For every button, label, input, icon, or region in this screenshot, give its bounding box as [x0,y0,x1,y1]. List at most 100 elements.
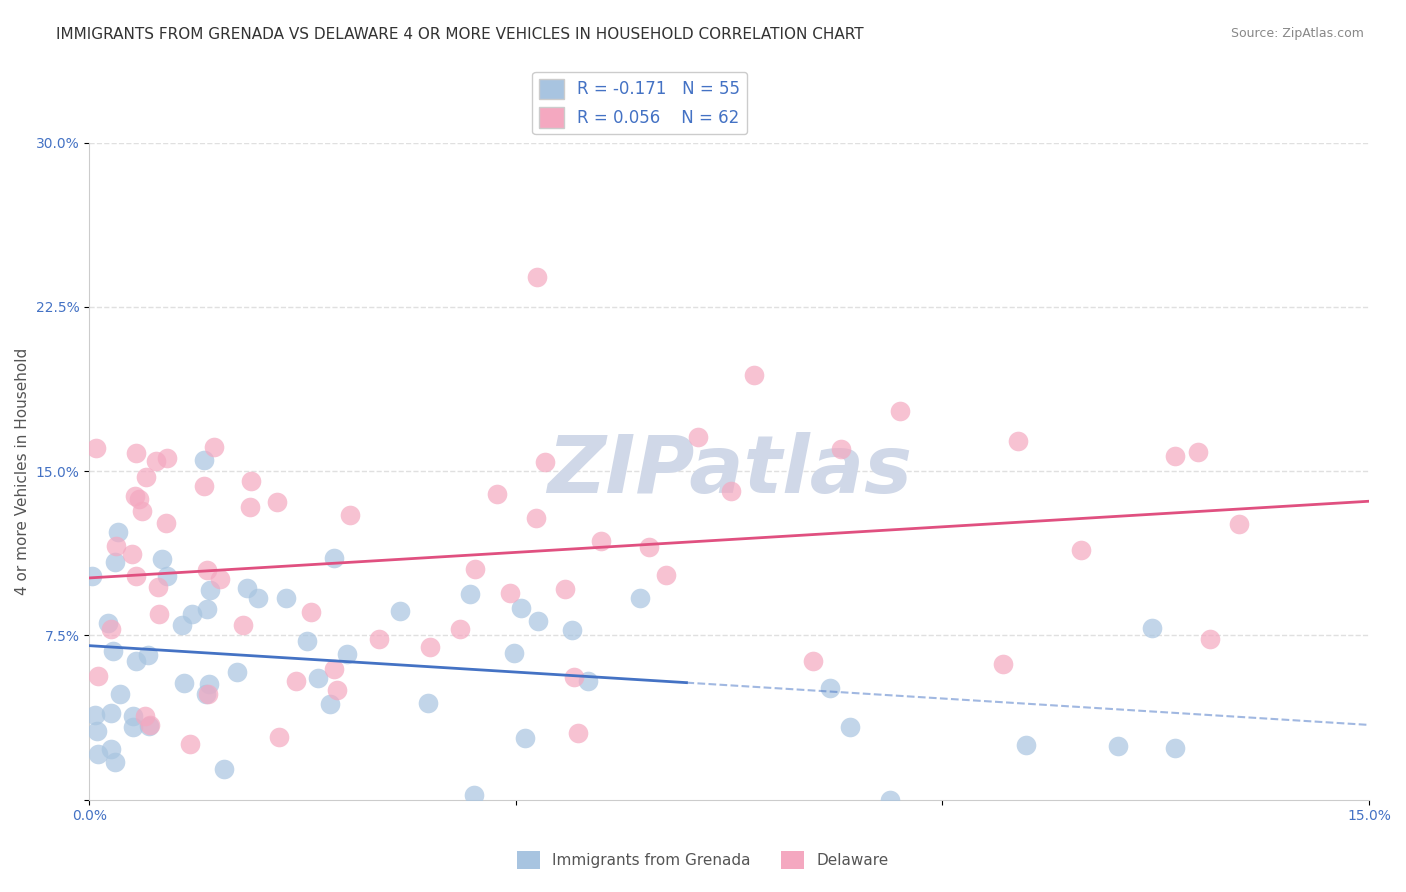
Point [1107,739,1129,753]
Point [416,696,439,710]
Text: IMMIGRANTS FROM GRENADA VS DELAWARE 4 OR MORE VEHICLES IN HOUSEHOLD CORRELATION : IMMIGRANTS FROM GRENADA VS DELAWARE 4 OR… [56,27,863,42]
Point [208,572,231,586]
Point [576,674,599,689]
Point [108,687,131,701]
Point [591,533,613,548]
Point [686,430,709,444]
Point [155,516,177,531]
Legend: R = -0.171   N = 55, R = 0.056    N = 62: R = -0.171 N = 55, R = 0.056 N = 62 [533,72,747,135]
Point [200,582,222,597]
Point [526,270,548,285]
Point [104,539,127,553]
Point [135,469,157,483]
Point [100,622,122,636]
Point [818,681,841,695]
Point [567,725,589,739]
Point [274,591,297,606]
Point [156,568,179,582]
Point [138,719,160,733]
Point [1227,517,1250,532]
Point [131,504,153,518]
Point [326,682,349,697]
Point [156,451,179,466]
Point [80,569,103,583]
Point [134,708,156,723]
Point [830,442,852,456]
Point [655,568,678,582]
Point [193,453,215,467]
Point [269,730,291,744]
Point [339,508,361,522]
Point [195,563,218,577]
Point [125,569,148,583]
Point [179,737,201,751]
Point [146,580,169,594]
Point [202,440,225,454]
Point [239,500,262,515]
Point [803,654,825,668]
Point [526,614,548,628]
Point [124,655,146,669]
Point [266,494,288,508]
Point [991,657,1014,671]
Point [170,618,193,632]
Text: Source: ZipAtlas.com: Source: ZipAtlas.com [1230,27,1364,40]
Point [195,688,218,702]
Point [499,585,522,599]
Point [1070,543,1092,558]
Point [226,665,249,679]
Point [1015,738,1038,752]
Point [1164,740,1187,755]
Point [87,669,110,683]
Point [562,670,585,684]
Point [145,454,167,468]
Point [323,550,346,565]
Point [86,724,108,739]
Point [1140,622,1163,636]
Point [1199,632,1222,647]
Point [335,647,357,661]
Point [561,623,583,637]
Point [240,474,263,488]
Point [319,697,342,711]
Point [513,731,536,746]
Point [197,687,219,701]
Point [720,484,742,499]
Point [125,446,148,460]
Point [485,487,508,501]
Point [526,510,548,524]
Point [246,591,269,605]
Point [122,709,145,723]
Point [285,673,308,688]
Point [214,762,236,776]
Point [295,634,318,648]
Point [195,601,218,615]
Point [100,742,122,756]
Point [463,789,485,803]
Point [533,455,555,469]
Point [1187,445,1209,459]
Point [839,720,862,734]
Point [84,442,107,456]
Point [148,607,170,621]
Point [198,677,221,691]
Point [235,582,257,596]
Point [742,368,765,383]
Point [509,601,531,615]
Point [100,706,122,721]
Y-axis label: 4 or more Vehicles in Household: 4 or more Vehicles in Household [15,348,30,595]
Point [124,489,146,503]
Point [84,708,107,723]
Point [889,404,911,418]
Point [879,793,901,807]
Point [173,676,195,690]
Point [193,479,215,493]
Point [322,662,344,676]
Point [101,644,124,658]
Point [232,618,254,632]
Point [128,492,150,507]
Point [464,562,486,576]
Point [104,555,127,569]
Point [502,646,524,660]
Point [628,591,651,605]
